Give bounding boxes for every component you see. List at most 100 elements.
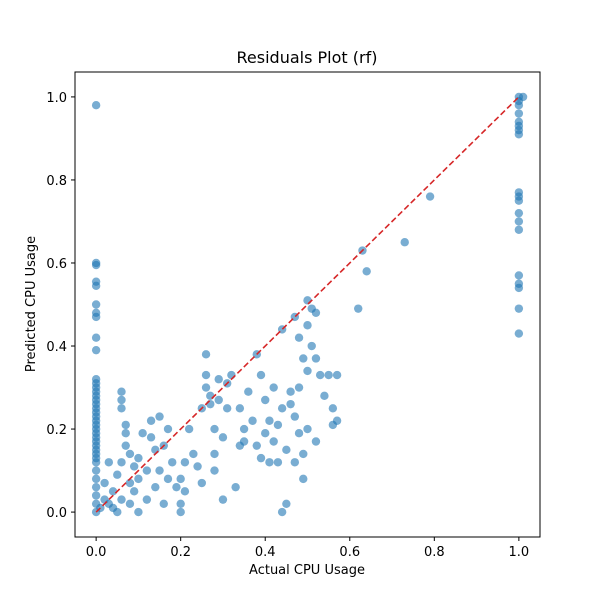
data-point — [176, 507, 185, 517]
y-tick-label: 0.8 — [46, 174, 67, 189]
data-point — [514, 283, 524, 293]
data-point — [265, 458, 274, 467]
data-point — [91, 345, 101, 355]
data-point — [134, 474, 143, 484]
data-point — [206, 399, 215, 409]
data-point — [311, 308, 321, 318]
data-point — [91, 474, 101, 484]
data-point — [514, 196, 524, 205]
data-point — [91, 312, 101, 322]
data-point — [282, 499, 291, 508]
data-point — [180, 458, 190, 467]
x-tick-label: 0.2 — [170, 545, 191, 560]
data-point — [290, 412, 300, 421]
x-tick-label: 0.4 — [255, 545, 276, 560]
data-point — [239, 437, 249, 446]
data-point — [151, 445, 160, 455]
data-point — [294, 429, 304, 438]
data-point — [117, 404, 126, 413]
data-point — [269, 437, 278, 446]
data-point — [320, 391, 329, 401]
data-point — [91, 458, 101, 467]
x-tick-label: 0.8 — [424, 545, 445, 560]
data-point — [214, 375, 223, 384]
data-point — [332, 416, 342, 425]
data-point — [197, 478, 207, 488]
data-point — [277, 404, 287, 413]
data-point — [121, 429, 130, 438]
data-point — [176, 499, 185, 508]
data-point — [299, 449, 308, 459]
data-point — [299, 474, 308, 484]
data-point — [354, 304, 363, 313]
data-point — [104, 458, 114, 467]
data-point — [113, 470, 122, 479]
data-point — [332, 370, 342, 380]
data-point — [91, 300, 101, 309]
data-point — [514, 208, 524, 218]
data-point — [142, 495, 152, 504]
data-point — [235, 404, 245, 413]
data-point — [129, 462, 139, 471]
data-point — [151, 482, 160, 492]
data-point — [518, 92, 528, 102]
data-point — [193, 462, 202, 471]
data-point — [201, 383, 211, 392]
data-point — [269, 383, 278, 392]
data-point — [155, 466, 164, 475]
data-point — [159, 499, 168, 508]
data-point — [261, 395, 270, 405]
data-point — [303, 296, 312, 305]
y-tick-label: 0.4 — [46, 340, 67, 355]
data-point — [146, 416, 156, 425]
data-point — [91, 260, 101, 270]
data-point — [425, 192, 435, 201]
data-point — [129, 487, 139, 496]
data-point — [189, 449, 198, 459]
y-tick-label: 0.0 — [46, 506, 67, 521]
data-point — [91, 281, 101, 291]
data-point — [248, 416, 257, 425]
data-point — [294, 383, 304, 392]
data-point — [514, 217, 524, 226]
data-point — [231, 482, 240, 492]
data-point — [514, 101, 524, 110]
data-point — [256, 453, 266, 463]
data-point — [91, 482, 101, 492]
data-point — [227, 370, 236, 380]
data-point — [155, 412, 164, 421]
data-point — [138, 429, 147, 438]
data-point — [315, 370, 325, 380]
data-point — [125, 499, 135, 508]
data-point — [117, 395, 126, 405]
data-point — [184, 424, 194, 434]
data-point — [400, 238, 409, 247]
data-point — [218, 495, 228, 504]
data-point — [311, 437, 321, 446]
data-point — [91, 466, 101, 475]
data-point — [134, 507, 143, 517]
data-point — [328, 404, 338, 413]
y-tick-label: 0.2 — [46, 423, 67, 438]
plot-area — [91, 92, 528, 517]
data-point — [121, 420, 130, 430]
data-point — [311, 354, 321, 363]
data-point — [210, 449, 219, 459]
data-point — [273, 420, 283, 430]
data-point — [168, 458, 177, 467]
chart-title: Residuals Plot (rf) — [237, 48, 378, 67]
data-point — [290, 458, 300, 467]
data-point — [146, 433, 156, 442]
x-tick-label: 0.6 — [339, 545, 360, 560]
data-point — [261, 429, 270, 438]
data-point — [307, 341, 316, 351]
data-point — [299, 354, 308, 363]
data-point — [514, 271, 524, 280]
y-axis: 0.0 0.2 0.4 0.6 0.8 1.0 — [46, 91, 75, 521]
data-point — [180, 487, 190, 496]
data-point — [303, 321, 312, 330]
data-point — [134, 453, 143, 463]
data-point — [222, 404, 232, 413]
data-point — [294, 333, 304, 342]
y-tick-label: 1.0 — [46, 91, 67, 106]
